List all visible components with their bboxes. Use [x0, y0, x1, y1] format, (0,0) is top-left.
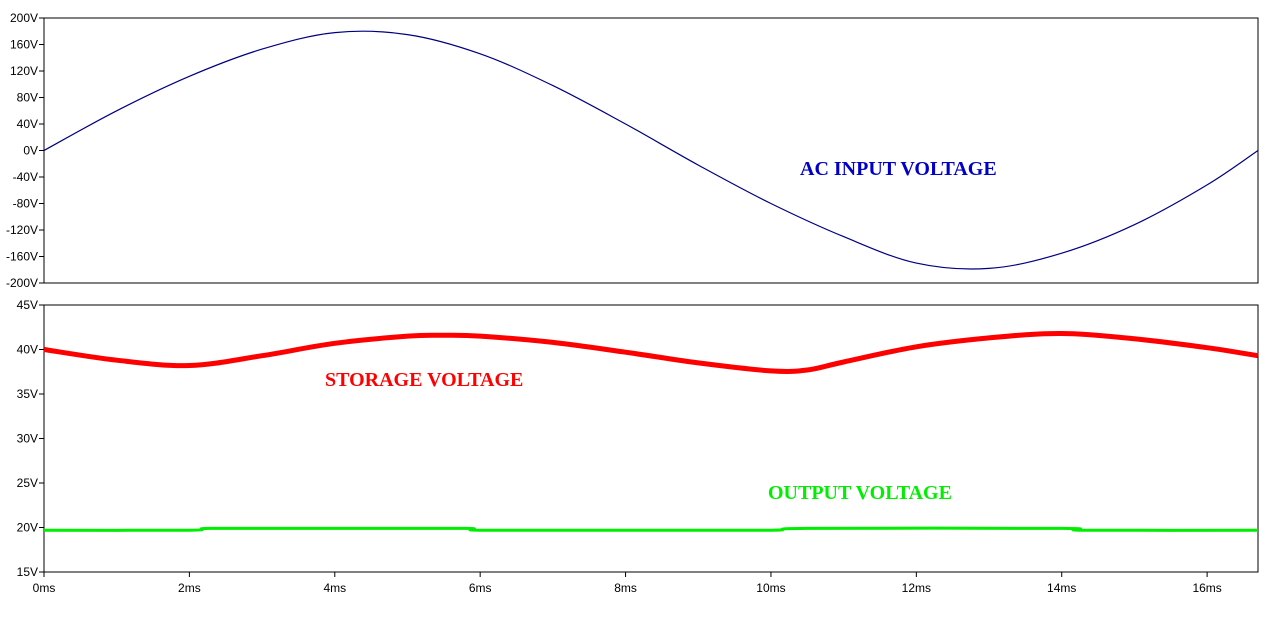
output-voltage-trace — [43, 526, 1259, 532]
y-tick-label: -160V — [6, 250, 38, 264]
y-tick-label: 40V — [17, 343, 38, 357]
x-tick-label: 16ms — [1192, 581, 1221, 595]
y-tick-label: 120V — [10, 64, 38, 78]
y-tick-label: 30V — [17, 432, 38, 446]
plot-frame — [43, 304, 1259, 573]
time-axis: 0ms 2ms 4ms 6ms 8ms 10ms 12ms 14ms 16ms — [33, 572, 1222, 595]
plot-frame — [43, 17, 1259, 284]
x-tick-label: 0ms — [33, 581, 56, 595]
y-tick-label: -200V — [6, 276, 38, 290]
storage-voltage-trace — [43, 330, 1259, 374]
x-tick-label: 12ms — [902, 581, 931, 595]
ac-input-voltage-label: AC INPUT VOLTAGE — [800, 158, 997, 180]
x-tick-label: 8ms — [614, 581, 637, 595]
y-tick-label: 35V — [17, 387, 38, 401]
y-tick-label: 0V — [23, 144, 38, 158]
x-tick-label: 14ms — [1047, 581, 1076, 595]
storage-output-pane: 45V 40V 35V 30V 25V 20V 15V — [17, 298, 1259, 579]
y-tick-label: 20V — [17, 521, 38, 535]
y-tick-label: 80V — [17, 91, 38, 105]
y-tick-label: 25V — [17, 476, 38, 490]
y-tick-label: 40V — [17, 117, 38, 131]
x-tick-label: 2ms — [178, 581, 201, 595]
output-voltage-label: OUTPUT VOLTAGE — [768, 482, 952, 504]
x-tick-label: 10ms — [756, 581, 785, 595]
y-tick-label: 45V — [17, 298, 38, 312]
y-tick-label: -120V — [6, 223, 38, 237]
y-tick-label: -40V — [13, 170, 38, 184]
y-tick-label: 15V — [17, 565, 38, 579]
x-tick-label: 4ms — [323, 581, 346, 595]
y-tick-label: -80V — [13, 197, 38, 211]
x-tick-label: 6ms — [469, 581, 492, 595]
storage-voltage-label: STORAGE VOLTAGE — [325, 369, 523, 391]
y-tick-label: 160V — [10, 38, 38, 52]
ac-input-pane: 200V 160V 120V 80V 40V 0V -40V -80V -120V -160V -2… — [6, 11, 1259, 290]
y-tick-label: 200V — [10, 11, 38, 25]
ac-input-voltage-trace — [43, 30, 1259, 270]
